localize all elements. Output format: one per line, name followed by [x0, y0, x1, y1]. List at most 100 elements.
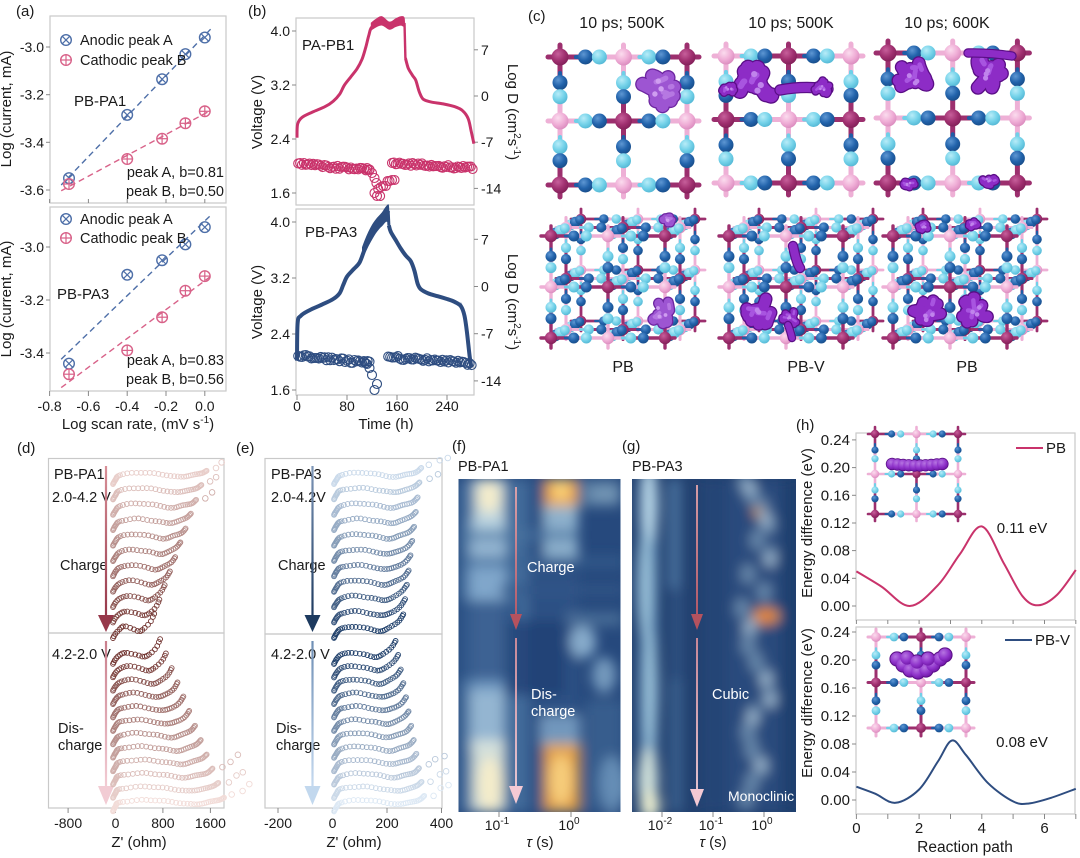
svg-text:0.00: 0.00	[821, 792, 850, 809]
svg-text:Log D (cm2s-1): Log D (cm2s-1)	[504, 254, 522, 350]
svg-text:PB-PA1: PB-PA1	[458, 459, 509, 475]
svg-text:PB-PA1: PB-PA1	[54, 467, 105, 483]
svg-text:Cubic: Cubic	[712, 687, 749, 703]
svg-text:τ (s): τ (s)	[699, 834, 726, 851]
svg-text:PB-V: PB-V	[787, 359, 825, 376]
svg-text:400: 400	[430, 815, 454, 831]
svg-text:PB-PA3: PB-PA3	[57, 286, 109, 303]
svg-text:PB: PB	[956, 359, 977, 376]
svg-text:2: 2	[915, 820, 923, 837]
svg-text:10-2: 10-2	[648, 816, 673, 833]
svg-text:PB: PB	[612, 359, 633, 376]
svg-text:-14: -14	[481, 373, 501, 389]
svg-text:0.11 eV: 0.11 eV	[997, 520, 1048, 537]
svg-text:0.24: 0.24	[821, 624, 850, 641]
svg-text:charge: charge	[58, 738, 102, 754]
svg-text:1.6: 1.6	[271, 382, 291, 398]
svg-text:4.2-2.0 V: 4.2-2.0 V	[271, 647, 330, 663]
svg-text:100: 100	[558, 816, 580, 833]
svg-text:peak B, b=0.56: peak B, b=0.56	[126, 372, 224, 388]
svg-text:0.12: 0.12	[821, 708, 850, 725]
svg-text:Log D (cm2s-1): Log D (cm2s-1)	[504, 64, 522, 160]
svg-text:0: 0	[112, 815, 120, 831]
svg-text:-3.6: -3.6	[20, 182, 44, 198]
svg-text:10 ps; 600K: 10 ps; 600K	[904, 15, 990, 32]
svg-text:PB-PA3: PB-PA3	[305, 224, 357, 241]
svg-text:7: 7	[481, 42, 489, 58]
svg-text:-3.2: -3.2	[20, 292, 44, 308]
svg-text:(f): (f)	[452, 438, 466, 455]
svg-text:10 ps; 500K: 10 ps; 500K	[748, 15, 834, 32]
svg-text:6: 6	[1040, 820, 1048, 837]
svg-text:-3.0: -3.0	[20, 39, 44, 55]
svg-text:Z' (ohm): Z' (ohm)	[111, 834, 166, 851]
svg-text:100: 100	[751, 816, 773, 833]
svg-text:0.00: 0.00	[821, 598, 850, 615]
svg-text:(h): (h)	[796, 417, 814, 434]
svg-text:-14: -14	[481, 180, 501, 196]
svg-text:-0.8: -0.8	[38, 398, 62, 414]
svg-text:Voltage (V): Voltage (V)	[249, 75, 266, 149]
svg-text:-3.0: -3.0	[20, 239, 44, 255]
svg-text:-200: -200	[264, 815, 292, 831]
svg-text:10-1: 10-1	[699, 816, 724, 833]
svg-text:0.20: 0.20	[821, 460, 850, 477]
svg-text:0.16: 0.16	[821, 487, 850, 504]
svg-text:Dis-: Dis-	[276, 721, 302, 737]
svg-text:-0.6: -0.6	[76, 398, 100, 414]
svg-text:0.08 eV: 0.08 eV	[996, 734, 1048, 751]
svg-text:(d): (d)	[17, 440, 35, 457]
svg-text:Log scan rate, (mV s-1): Log scan rate, (mV s-1)	[62, 415, 214, 433]
svg-text:0.12: 0.12	[821, 515, 850, 532]
svg-text:Log (current, mA): Log (current, mA)	[0, 51, 15, 168]
svg-text:-0.2: -0.2	[154, 398, 178, 414]
svg-text:(e): (e)	[236, 440, 254, 457]
svg-text:0.0: 0.0	[195, 398, 215, 414]
svg-text:0: 0	[481, 279, 489, 295]
svg-text:3.2: 3.2	[271, 77, 291, 93]
svg-text:-7: -7	[481, 326, 494, 342]
svg-text:0.04: 0.04	[821, 570, 850, 587]
svg-text:1.6: 1.6	[271, 185, 291, 201]
svg-text:4.0: 4.0	[271, 214, 291, 230]
svg-text:Anodic peak A: Anodic peak A	[80, 212, 173, 228]
svg-text:PA-PB1: PA-PB1	[302, 37, 354, 54]
svg-text:-7: -7	[481, 134, 494, 150]
svg-text:peak A, b=0.83: peak A, b=0.83	[127, 353, 224, 369]
svg-text:(g): (g)	[622, 438, 640, 455]
svg-text:peak A, b=0.81: peak A, b=0.81	[127, 165, 224, 181]
svg-text:200: 200	[375, 815, 399, 831]
svg-text:PB: PB	[1046, 440, 1066, 457]
svg-text:Time (h): Time (h)	[358, 416, 413, 433]
svg-text:240: 240	[435, 398, 459, 414]
svg-text:0.20: 0.20	[821, 652, 850, 669]
svg-text:PB-V: PB-V	[1035, 632, 1070, 649]
svg-text:Reaction path: Reaction path	[917, 839, 1013, 856]
svg-text:0.16: 0.16	[821, 680, 850, 697]
svg-text:Energy difference (eV): Energy difference (eV)	[799, 628, 816, 778]
svg-text:4: 4	[978, 820, 986, 837]
svg-text:Charge: Charge	[60, 558, 108, 574]
svg-text:Anodic peak A: Anodic peak A	[80, 33, 173, 49]
svg-text:Charge: Charge	[527, 560, 575, 576]
svg-text:-0.4: -0.4	[115, 398, 139, 414]
svg-text:0: 0	[293, 398, 301, 414]
svg-text:-3.4: -3.4	[20, 345, 44, 361]
svg-text:10-1: 10-1	[485, 816, 510, 833]
svg-text:charge: charge	[531, 704, 575, 720]
svg-text:10 ps; 500K: 10 ps; 500K	[579, 15, 665, 32]
svg-text:-800: -800	[54, 815, 82, 831]
svg-text:80: 80	[339, 398, 355, 414]
svg-text:Dis-: Dis-	[531, 687, 557, 703]
svg-text:(c): (c)	[528, 8, 546, 25]
svg-text:(b): (b)	[248, 3, 266, 20]
svg-text:3.2: 3.2	[271, 270, 291, 286]
svg-text:2.4: 2.4	[271, 326, 291, 342]
svg-text:charge: charge	[276, 738, 320, 754]
svg-text:0.08: 0.08	[821, 736, 850, 753]
svg-text:Energy difference (eV): Energy difference (eV)	[799, 448, 816, 598]
svg-text:peak B, b=0.50: peak B, b=0.50	[126, 184, 224, 200]
svg-text:160: 160	[385, 398, 409, 414]
svg-text:τ (s): τ (s)	[526, 834, 553, 851]
svg-text:0.08: 0.08	[821, 543, 850, 560]
